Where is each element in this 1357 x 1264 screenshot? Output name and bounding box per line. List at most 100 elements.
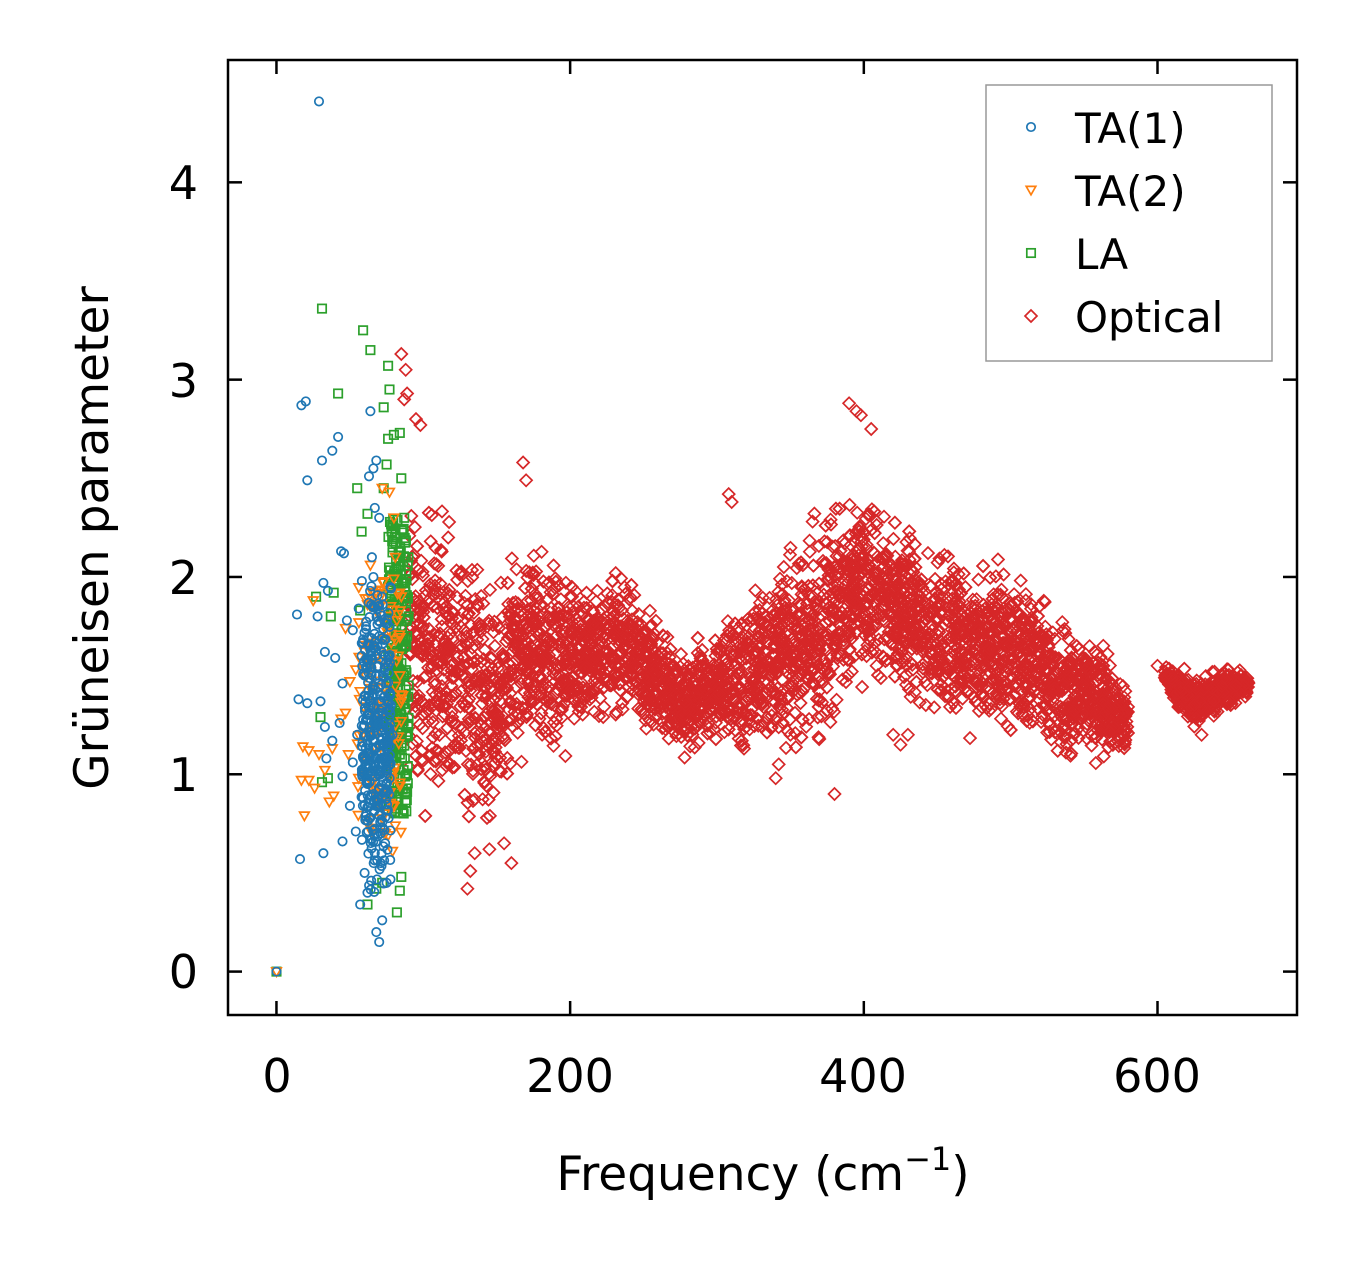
optical-point bbox=[1163, 668, 1178, 683]
optical-point bbox=[555, 635, 571, 650]
optical-point bbox=[845, 557, 861, 573]
optical-point bbox=[486, 624, 501, 640]
optical-point bbox=[886, 531, 901, 547]
optical-point bbox=[907, 536, 922, 552]
optical-point bbox=[441, 755, 457, 770]
optical-point bbox=[732, 650, 747, 666]
optical-point bbox=[934, 608, 950, 623]
optical-point bbox=[930, 555, 945, 570]
optical-point bbox=[1169, 669, 1184, 685]
optical-point bbox=[502, 695, 518, 711]
optical-point bbox=[576, 600, 592, 615]
optical-point bbox=[687, 702, 702, 718]
optical-point bbox=[440, 650, 455, 665]
optical-point bbox=[828, 501, 844, 516]
optical-point bbox=[892, 639, 908, 654]
optical-point bbox=[682, 712, 698, 727]
optical-point bbox=[759, 709, 775, 725]
optical-point bbox=[487, 692, 502, 707]
optical-point bbox=[896, 586, 911, 601]
optical-point bbox=[795, 557, 811, 573]
optical-point bbox=[816, 587, 832, 602]
optical-point bbox=[526, 613, 542, 629]
optical-point bbox=[824, 701, 840, 717]
optical-point bbox=[562, 657, 577, 672]
optical-point bbox=[464, 562, 480, 578]
optical-point bbox=[509, 652, 524, 667]
optical-point bbox=[490, 717, 505, 732]
optical-point bbox=[879, 576, 895, 591]
optical-point bbox=[840, 668, 856, 683]
optical-point bbox=[536, 574, 551, 589]
optical-point bbox=[477, 642, 493, 658]
optical-point bbox=[596, 699, 612, 715]
optical-point bbox=[1002, 692, 1018, 707]
optical-point bbox=[817, 534, 832, 549]
optical-point bbox=[909, 674, 924, 690]
optical-point bbox=[561, 600, 576, 615]
optical-point bbox=[772, 610, 787, 626]
optical-point bbox=[610, 598, 626, 613]
optical-point bbox=[802, 544, 818, 559]
optical-point bbox=[908, 560, 923, 575]
optical-point bbox=[492, 693, 508, 709]
optical-point bbox=[440, 608, 455, 624]
optical-point bbox=[901, 524, 917, 539]
optical-point bbox=[1025, 714, 1041, 729]
optical-point bbox=[1030, 648, 1045, 664]
optical-point bbox=[953, 674, 968, 689]
optical-point bbox=[1043, 669, 1058, 684]
optical-point bbox=[1051, 651, 1067, 666]
optical-point bbox=[503, 693, 518, 709]
optical-point bbox=[932, 661, 947, 677]
optical-point bbox=[1066, 703, 1082, 719]
optical-point bbox=[455, 630, 470, 645]
optical-point bbox=[412, 616, 428, 631]
optical-point bbox=[1046, 683, 1062, 698]
optical-point bbox=[434, 611, 450, 627]
optical-point bbox=[749, 676, 765, 692]
optical-point bbox=[867, 556, 882, 572]
optical-point bbox=[1117, 735, 1132, 750]
optical-point bbox=[664, 709, 679, 725]
optical-point bbox=[658, 660, 673, 676]
optical-point bbox=[811, 699, 826, 715]
optical-point bbox=[1079, 689, 1095, 705]
optical-point bbox=[927, 659, 943, 675]
optical-point bbox=[504, 551, 520, 566]
optical-point bbox=[859, 537, 874, 552]
optical-point bbox=[1016, 663, 1032, 679]
optical-point bbox=[690, 630, 706, 646]
optical-point bbox=[1080, 660, 1095, 676]
optical-point bbox=[725, 649, 741, 664]
optical-point bbox=[1012, 608, 1027, 624]
optical-point bbox=[973, 648, 988, 663]
optical-point bbox=[694, 709, 709, 725]
optical-point bbox=[677, 750, 692, 765]
optical-point bbox=[1188, 680, 1204, 696]
optical-point bbox=[736, 672, 751, 688]
optical-point bbox=[451, 735, 466, 750]
optical-point bbox=[486, 670, 501, 685]
optical-point bbox=[961, 684, 977, 699]
optical-point bbox=[1025, 613, 1041, 629]
optical-point bbox=[460, 757, 476, 772]
optical-point bbox=[1100, 646, 1115, 662]
optical-point bbox=[975, 558, 991, 574]
optical-point bbox=[490, 714, 505, 730]
optical-point bbox=[811, 731, 827, 747]
optical-point bbox=[894, 595, 910, 611]
optical-point bbox=[599, 627, 614, 642]
optical-point bbox=[1039, 703, 1055, 719]
optical-point bbox=[663, 641, 678, 657]
optical-point bbox=[714, 671, 729, 686]
optical-point bbox=[614, 603, 629, 618]
optical-point bbox=[1031, 599, 1047, 614]
optical-point bbox=[869, 645, 884, 660]
optical-point bbox=[1187, 719, 1202, 734]
optical-point bbox=[829, 692, 844, 708]
optical-point bbox=[427, 677, 443, 692]
optical-point bbox=[482, 725, 497, 740]
optical-point bbox=[930, 682, 946, 697]
optical-point bbox=[823, 714, 838, 730]
